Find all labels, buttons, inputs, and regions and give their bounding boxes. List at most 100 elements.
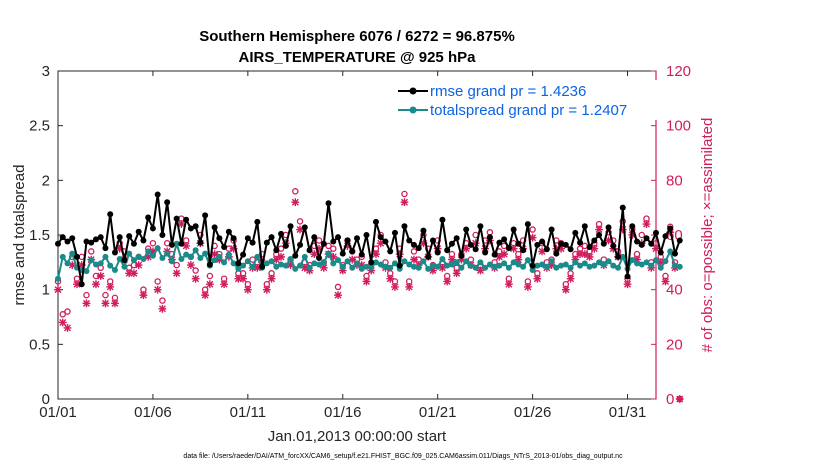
- totalspread-point: [415, 264, 422, 271]
- obs-assimilated-point: [585, 252, 594, 261]
- totalspread-point: [92, 261, 99, 268]
- obs-possible-point: [334, 283, 342, 291]
- rmse-point: [643, 235, 650, 242]
- rmse-point: [211, 224, 218, 231]
- plot-frame: [57, 70, 657, 400]
- rmse-point: [671, 250, 678, 257]
- totalspread-point: [173, 240, 180, 247]
- obs-assimilated-point: [623, 280, 632, 289]
- legend-rmse-label: rmse grand pr = 1.4236: [430, 83, 586, 100]
- rmse-point: [505, 245, 512, 252]
- totalspread-point: [548, 258, 555, 265]
- rmse-point: [448, 240, 455, 247]
- obs-assimilated-point: [177, 220, 186, 228]
- rmse-point: [249, 239, 256, 246]
- rmse-point: [543, 246, 550, 253]
- obs-assimilated-point: [595, 225, 603, 234]
- rmse-point: [164, 199, 171, 206]
- obs-possible-point: [410, 248, 418, 255]
- rmse-point: [453, 235, 460, 242]
- totalspread-point: [126, 250, 133, 257]
- totalspread-point: [249, 263, 256, 270]
- obs-assimilated-point: [334, 291, 342, 300]
- obs-assimilated-point: [115, 244, 124, 253]
- totalspread-point: [325, 250, 332, 257]
- obs-assimilated-point: [186, 261, 195, 269]
- totalspread-point: [64, 260, 71, 267]
- totalspread-point: [306, 264, 313, 271]
- obs-assimilated-point: [410, 255, 418, 264]
- totalspread-point: [263, 260, 270, 267]
- totalspread-point: [467, 262, 474, 269]
- y-left-tick-label: 0: [42, 391, 50, 408]
- rmse-point: [140, 237, 147, 244]
- y-left-tick-label: 1: [42, 282, 50, 299]
- totalspread-point: [586, 263, 593, 270]
- legend: rmse grand pr = 1.4236 totalspread grand…: [394, 80, 660, 120]
- totalspread-point: [235, 265, 242, 272]
- totalspread-point: [653, 257, 659, 264]
- rmse-point: [581, 223, 588, 230]
- totalspread-point: [429, 262, 436, 269]
- rmse-point: [316, 254, 323, 261]
- totalspread-point: [216, 253, 223, 260]
- rmse-point: [558, 240, 565, 247]
- rmse-point: [619, 204, 626, 211]
- totalspread-point: [240, 262, 247, 269]
- totalspread-point: [520, 263, 527, 270]
- rmse-point: [486, 234, 493, 241]
- obs-possible-point: [192, 267, 199, 274]
- totalspread-point: [178, 256, 185, 263]
- totalspread-point: [159, 254, 166, 261]
- totalspread-point: [107, 262, 114, 269]
- totalspread-point: [135, 253, 142, 260]
- rmse-point: [444, 247, 451, 254]
- rmse-point: [206, 261, 213, 268]
- rmse-point: [102, 245, 109, 252]
- obs-assimilated-point: [538, 247, 546, 256]
- obs-possible-point: [638, 231, 646, 239]
- obs-assimilated-point: [139, 291, 148, 300]
- legend-box: [394, 80, 660, 120]
- totalspread-point: [268, 258, 275, 265]
- totalspread-point: [463, 258, 470, 265]
- rmse-point: [501, 236, 508, 243]
- totalspread-point: [477, 259, 484, 266]
- rmse-point: [221, 244, 228, 251]
- totalspread-point: [273, 263, 280, 270]
- obs-assimilated-point: [604, 236, 613, 245]
- obs-assimilated-point: [96, 272, 105, 280]
- rmse-point: [325, 200, 332, 207]
- rmse-point: [363, 232, 370, 238]
- rmse-point: [187, 225, 194, 232]
- rmse-point: [358, 251, 365, 258]
- obs-assimilated-point: [462, 244, 471, 253]
- rmse-point: [439, 216, 446, 223]
- totalspread-point: [354, 260, 360, 267]
- totalspread-point: [368, 264, 375, 271]
- totalspread-point: [591, 262, 598, 269]
- totalspread-point: [648, 262, 655, 269]
- obs-possible-point: [292, 188, 299, 195]
- rmse-point: [282, 242, 289, 249]
- totalspread-point: [539, 261, 546, 268]
- totalspread-point: [553, 264, 560, 271]
- y-left-tick-label: 0.5: [29, 336, 50, 353]
- x-tick-label: 01/16: [324, 404, 362, 421]
- obs-assimilated-point: [239, 274, 247, 283]
- obs-assimilated-point: [376, 239, 385, 248]
- rmse-point: [496, 239, 503, 246]
- obs-assimilated-point: [315, 244, 323, 253]
- obs-possible-point: [149, 239, 157, 247]
- totalspread-point: [567, 264, 574, 271]
- rmse-point: [638, 241, 645, 248]
- obs-assimilated-point: [443, 277, 452, 286]
- rmse-point: [154, 191, 161, 198]
- totalspread-point: [59, 253, 66, 260]
- rmse-point: [657, 249, 664, 256]
- obs-assimilated-point: [429, 266, 437, 275]
- obs-possible-point: [102, 291, 109, 299]
- totalspread-point: [116, 256, 123, 263]
- obs-assimilated-point: [357, 261, 366, 269]
- obs-assimilated-point: [106, 283, 115, 291]
